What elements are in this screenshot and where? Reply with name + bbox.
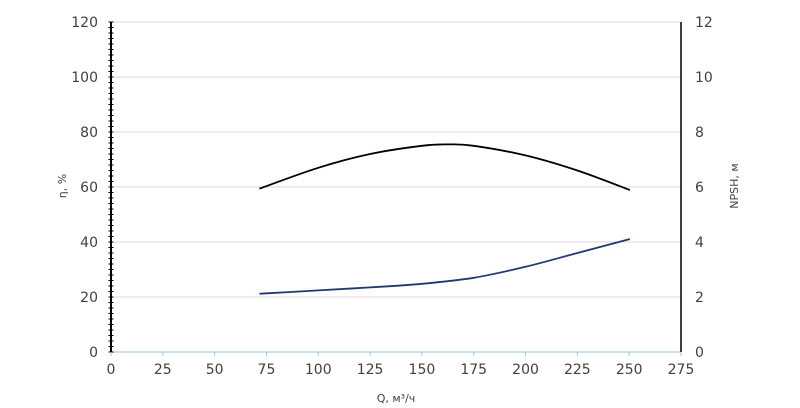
series [259,143,631,295]
x-tick-label-11: 275 [668,362,695,378]
y-right-tick-label-0: 0 [695,345,704,361]
y-right-tick-label-3: 6 [695,180,704,196]
tick-labels: 0 25 50 75 100 125 150 175 200 225 250 275020406080… [71,15,713,378]
y-right-tick-label-5: 10 [695,70,713,86]
y-left-tick-label-3: 60 [80,180,98,196]
npsh-curve [259,238,631,295]
x-tick-label-8: 200 [512,362,539,378]
gridlines [111,21,681,298]
y-right-tick-label-2: 4 [695,235,704,251]
x-tick-label-1: 25 [154,362,172,378]
x-tick-label-3: 75 [258,362,276,378]
y-right-tick-label-6: 12 [695,15,713,31]
y-axis-left-title: η, % [56,174,69,198]
x-tick-label-7: 175 [460,362,487,378]
x-axis-title: Q, м³/ч [377,392,416,405]
x-tick-label-6: 150 [409,362,436,378]
y-left-tick-label-2: 40 [80,235,98,251]
y-left-tick-label-4: 80 [80,125,98,141]
efficiency-curve [259,143,631,191]
x-tick-label-5: 125 [357,362,384,378]
axes [108,21,682,356]
y-right-tick-label-4: 8 [695,125,704,141]
y-left-tick-label-0: 0 [89,345,98,361]
x-tick-label-9: 225 [564,362,591,378]
y-left-tick-label-1: 20 [80,290,98,306]
x-tick-label-10: 250 [616,362,643,378]
y-axis-right-title: NPSH, м [728,163,741,208]
y-left-tick-label-5: 100 [71,70,98,86]
y-right-tick-label-1: 2 [695,290,704,306]
x-tick-label-2: 50 [206,362,224,378]
y-left-tick-label-6: 120 [71,15,98,31]
x-tick-label-0: 0 [107,362,116,378]
x-tick-label-4: 100 [305,362,332,378]
